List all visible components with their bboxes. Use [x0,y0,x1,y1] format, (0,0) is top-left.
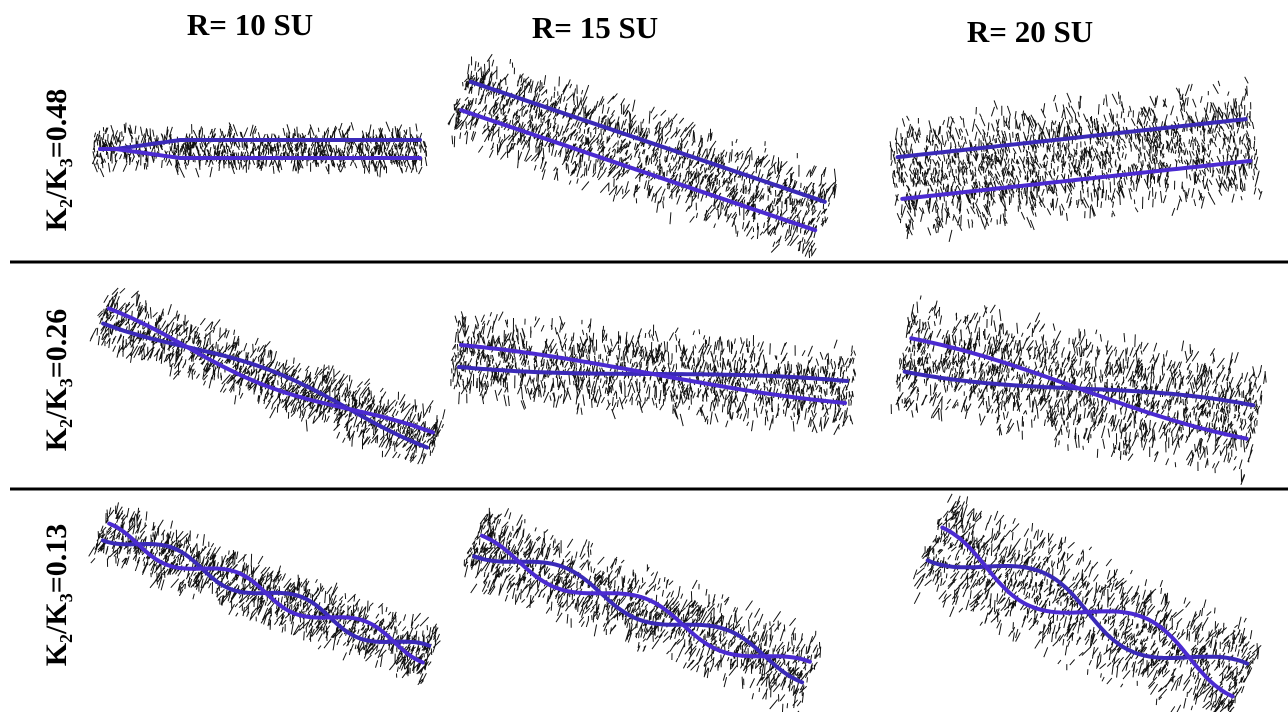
column-header: R= 15 SU [532,10,658,45]
column-header: R= 10 SU [187,7,313,42]
figure: R= 10 SU R= 15 SU R= 20 SU K₂/K₃=0.48 K₂… [0,0,1288,712]
row-label: K₂/K₃=0.26 [40,309,73,452]
column-header: R= 20 SU [967,14,1093,49]
row-label: K₂/K₃=0.48 [40,89,73,232]
row-label: K₂/K₃=0.13 [40,524,73,667]
